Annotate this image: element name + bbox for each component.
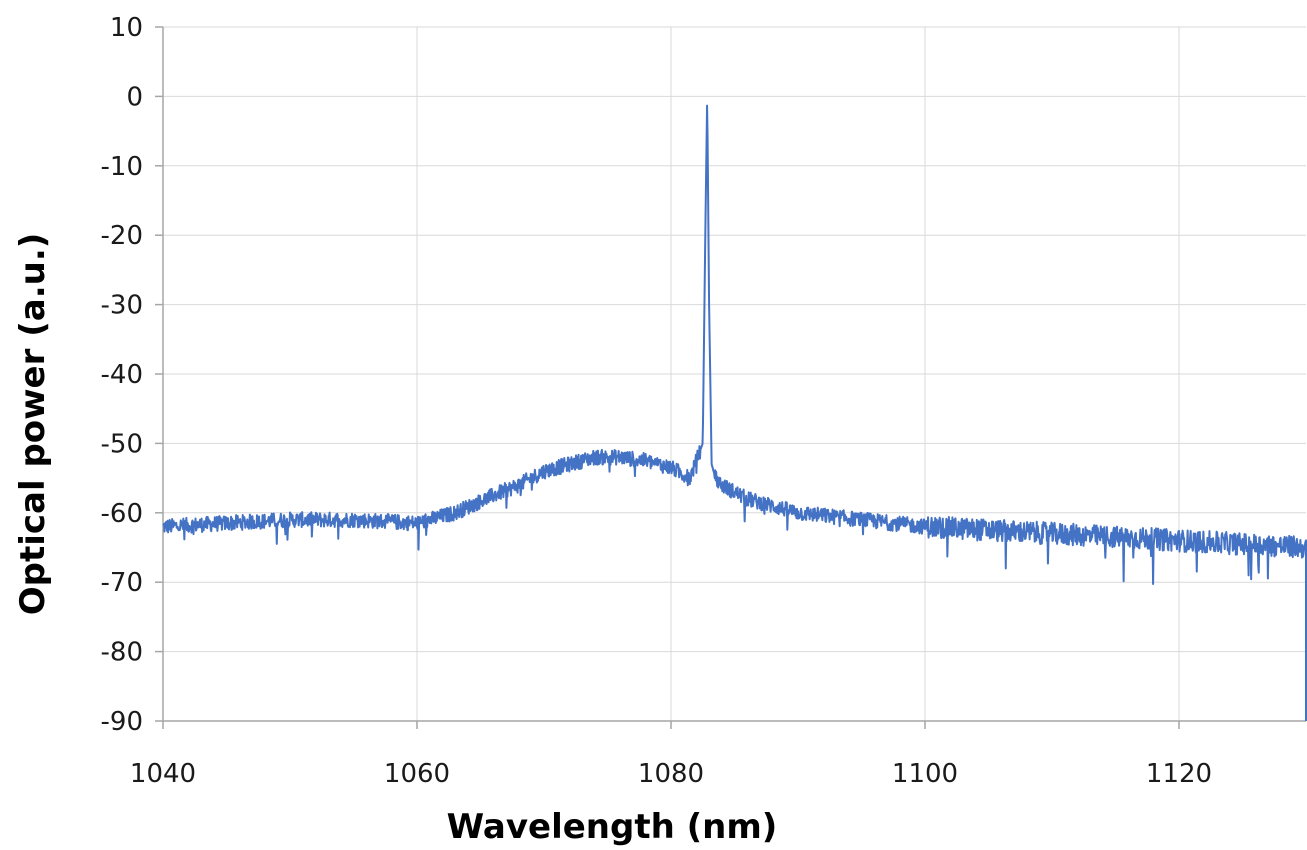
y-axis-title: Optical power (a.u.) <box>13 233 53 616</box>
x-tick-label: 1100 <box>892 759 958 789</box>
y-tick-label: -80 <box>101 638 143 668</box>
x-tick-label: 1120 <box>1146 759 1212 789</box>
x-axis-title: Wavelength (nm) <box>447 807 778 847</box>
y-tick-label: -40 <box>101 360 143 390</box>
y-tick-label: -50 <box>101 429 143 459</box>
x-tick-label: 1060 <box>384 759 450 789</box>
x-tick-label: 1040 <box>130 759 196 789</box>
y-tick-label: 0 <box>126 82 143 112</box>
y-tick-label: -30 <box>101 291 143 321</box>
y-tick-label: -20 <box>101 221 143 251</box>
tick-labels: 10 0 -10 -20 -30 -40 -50 -60 -70 -80 -90 1040 1060 10… <box>101 13 1213 789</box>
x-tick-label: 1080 <box>638 759 704 789</box>
y-tick-label: 10 <box>110 13 143 43</box>
y-tick-label: -10 <box>101 152 143 182</box>
y-tick-label: -60 <box>101 499 143 529</box>
y-tick-label: -70 <box>101 568 143 598</box>
grid-lines <box>163 26 1306 721</box>
y-tick-label: -90 <box>101 707 143 737</box>
axes <box>155 26 1306 729</box>
series-layer <box>162 104 1307 721</box>
spectrum-series-line <box>162 104 1307 721</box>
